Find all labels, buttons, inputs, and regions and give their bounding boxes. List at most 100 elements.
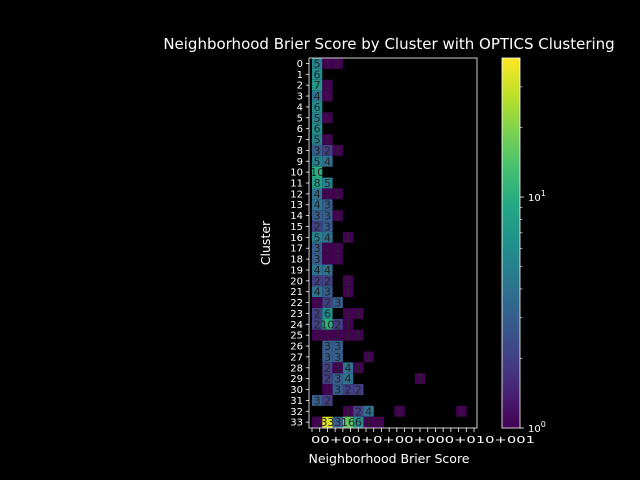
y-tick-label: 18 xyxy=(290,255,303,266)
cell-value-label: 1 xyxy=(324,242,331,255)
cell-value-label: 2 xyxy=(324,394,331,407)
heatmap-cell xyxy=(332,210,343,222)
cell-value-label: 2 xyxy=(324,362,331,375)
heatmap-cell xyxy=(312,297,323,309)
heatmap-cell xyxy=(312,199,323,211)
y-tick-label: 13 xyxy=(290,200,303,211)
cell-value-label: 1 xyxy=(365,416,372,429)
heatmap-cell xyxy=(332,384,343,395)
cell-value-label: 2 xyxy=(314,318,321,331)
y-tick-label: 9 xyxy=(297,157,303,168)
cell-value-label: 10 xyxy=(310,166,324,179)
heatmap-cell xyxy=(363,351,374,363)
cell-value-label: 3 xyxy=(314,394,321,407)
x-tick-labels: 00+00+0+00+000+010+001 xyxy=(311,435,535,446)
plot-frame xyxy=(308,57,478,429)
cell-value-label: 4 xyxy=(324,231,331,244)
heatmap-cell xyxy=(312,134,323,145)
cell-value-label: 5 xyxy=(314,155,321,168)
heatmap-cell xyxy=(363,405,374,417)
y-tick-label: 4 xyxy=(297,102,303,113)
cell-value-label: 1 xyxy=(324,79,331,92)
cell-value-label: 5 xyxy=(314,231,321,244)
cell-value-label: 1 xyxy=(324,253,331,266)
y-tick-label: 2 xyxy=(297,81,303,92)
heatmap-cell xyxy=(342,362,354,374)
heatmap-cell xyxy=(342,308,354,319)
heatmap-cell xyxy=(322,384,333,395)
cell-value-label: 3 xyxy=(324,286,331,299)
cell-value-label: 4 xyxy=(314,199,321,212)
heatmap-cell xyxy=(322,221,333,232)
heatmap-cell xyxy=(322,373,333,385)
heatmap-cell xyxy=(342,384,354,395)
heatmap-cell xyxy=(322,155,333,167)
heatmap-cell xyxy=(312,79,323,91)
cell-value-label: 1 xyxy=(355,329,362,342)
heatmap-cell xyxy=(312,231,323,243)
heatmap-cell xyxy=(312,155,323,167)
heatmap-cell xyxy=(312,210,323,222)
heatmap-cell xyxy=(332,58,343,69)
heatmap-cell xyxy=(312,68,323,80)
heatmap-cell xyxy=(322,210,333,222)
heatmap-cell xyxy=(322,242,333,254)
heatmap-cell xyxy=(312,264,323,276)
heatmap-cell xyxy=(332,188,343,200)
cell-value-label: 5 xyxy=(324,177,331,190)
y-tick-label: 1 xyxy=(297,70,303,81)
heatmap-cell xyxy=(332,362,343,374)
y-tick-label: 21 xyxy=(290,287,303,298)
cell-value-label: 3 xyxy=(324,210,331,223)
cell-value-label: 2 xyxy=(324,297,331,310)
cell-value-label: 1 xyxy=(365,351,372,364)
cell-value-label: 1 xyxy=(314,297,321,310)
cell-value-label: 1 xyxy=(345,286,352,299)
cell-value-label: 1 xyxy=(314,329,321,342)
y-tick-label: 29 xyxy=(290,374,303,385)
cell-value-label: 1 xyxy=(324,329,331,342)
heatmap-cell xyxy=(332,351,343,363)
cell-value-label: 10 xyxy=(320,318,334,331)
cell-value-label: 3 xyxy=(314,253,321,266)
y-tick-label: 20 xyxy=(290,276,303,287)
heatmap-cell xyxy=(322,264,333,276)
heatmap-cell xyxy=(415,373,426,385)
cell-value-label: 1 xyxy=(417,373,424,386)
cell-value-label: 3 xyxy=(314,210,321,223)
cell-value-label: 7 xyxy=(314,79,321,92)
cell-value-label: 2 xyxy=(324,144,331,157)
heatmap-cell xyxy=(322,144,333,156)
heatmap-cell xyxy=(322,297,333,309)
y-tick-label: 14 xyxy=(290,211,303,222)
heatmap-cell xyxy=(332,297,343,309)
heatmap-cell xyxy=(312,101,323,113)
y-tick-label: 8 xyxy=(297,146,303,157)
heatmap-cell xyxy=(312,188,323,200)
heatmap-cell xyxy=(312,416,323,428)
y-tick-label: 30 xyxy=(290,385,303,396)
cell-value-label: 5 xyxy=(314,134,321,147)
cell-value-label: 1 xyxy=(458,405,465,418)
y-tick-label: 32 xyxy=(290,407,303,418)
cell-value-label: 1 xyxy=(324,134,331,147)
colorbar-ticks: 100 101 xyxy=(520,86,546,435)
heatmap-cell xyxy=(322,199,333,211)
heatmap-cell xyxy=(322,90,333,102)
cell-value-label: 1 xyxy=(334,362,341,375)
cell-value-label: 1 xyxy=(345,307,352,320)
chart-title: Neighborhood Brier Score by Cluster with… xyxy=(163,35,614,53)
cell-value-label: 3 xyxy=(334,351,341,364)
y-tick-label: 12 xyxy=(290,189,303,200)
heatmap-cell xyxy=(312,286,323,298)
heatmap-cell xyxy=(322,329,333,341)
cell-value-label: 6 xyxy=(355,416,362,429)
heatmap-cell xyxy=(312,58,323,69)
cell-value-label: 3 xyxy=(334,373,341,386)
cell-value-label: 1 xyxy=(355,362,362,375)
heatmap-cell xyxy=(353,362,364,374)
y-tick-label: 15 xyxy=(290,222,303,233)
heatmap-cell xyxy=(322,394,333,406)
y-tick-label: 10 xyxy=(290,168,303,179)
